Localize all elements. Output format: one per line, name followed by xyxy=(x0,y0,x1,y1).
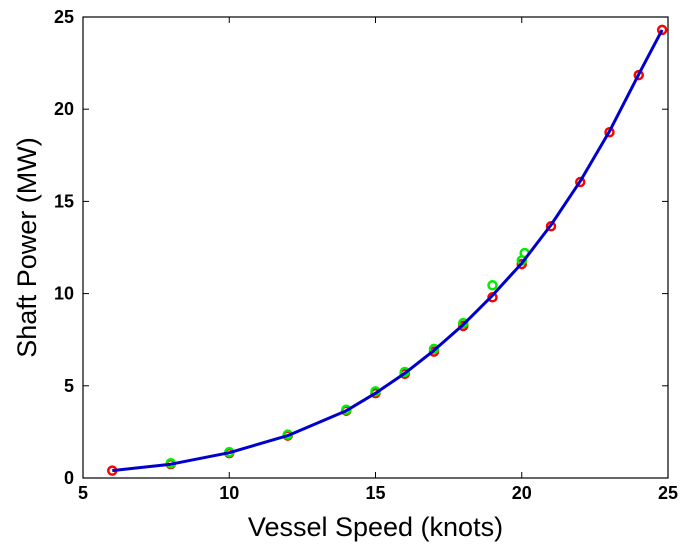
x-tick-label: 25 xyxy=(658,483,678,503)
y-tick-label: 0 xyxy=(64,468,74,488)
x-tick-label: 5 xyxy=(78,483,88,503)
y-tick-label: 25 xyxy=(54,7,74,27)
series-1-point xyxy=(458,317,469,329)
x-tick-label: 20 xyxy=(512,483,532,503)
series-0-point xyxy=(545,221,557,232)
x-tick-label: 15 xyxy=(365,483,385,503)
plot-frame xyxy=(82,16,669,479)
x-axis-label: Vessel Speed (knots) xyxy=(248,512,503,542)
x-tick-label: 10 xyxy=(219,483,239,503)
series-group xyxy=(107,24,668,476)
series-0-point xyxy=(575,176,586,188)
series-2-line xyxy=(112,29,664,473)
y-tick-label: 10 xyxy=(54,284,74,304)
y-tick-label: 5 xyxy=(64,376,74,396)
series-0-point xyxy=(656,24,668,36)
y-tick-label: 20 xyxy=(54,99,74,119)
y-axis-label: Shaft Power (MW) xyxy=(12,137,42,358)
series-1-point xyxy=(428,343,440,355)
series-0-point xyxy=(516,258,527,270)
y-tick-label: 15 xyxy=(54,191,74,211)
series-1-point xyxy=(487,280,498,291)
plot-area xyxy=(82,16,669,479)
